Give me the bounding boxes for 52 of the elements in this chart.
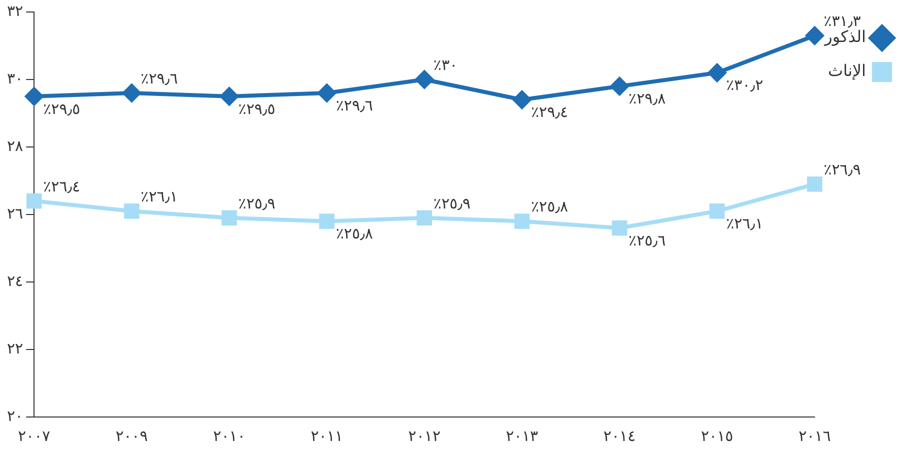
y-tick-label: ٢٨: [6, 136, 24, 155]
point: [610, 77, 629, 96]
x-tick-label: ٢٠٠٧: [18, 426, 50, 445]
x-tick-label: ٢٠٠٩: [116, 426, 148, 445]
data-label: ٪٢٩٫٦: [336, 96, 373, 114]
point: [318, 84, 336, 102]
data-label: ٪٢٦٫٤: [43, 177, 80, 196]
point: [709, 203, 725, 219]
x-tick-label: ٢٠١٤: [603, 426, 636, 445]
data-label: ٪٢٩٫٨: [628, 90, 666, 108]
data-label: ٪٢٩٫٦: [140, 69, 178, 88]
data-label: ٪٣٠٫٢: [726, 76, 764, 94]
data-label: ٪٢٥٫٩: [238, 194, 276, 212]
data-label: ٪٢٥٫٩: [433, 194, 470, 212]
x-tick-label: ٢٠١٠: [213, 426, 246, 445]
x-tick-label: ٢٠١١: [310, 426, 343, 445]
y-tick-label: ٢٠: [6, 406, 24, 425]
point: [807, 176, 822, 192]
y-tick-label: ٢٦: [6, 204, 24, 222]
point: [612, 220, 628, 236]
x-tick-label: ٢٠١٣: [506, 426, 538, 445]
data-label: ٪٢٦٫٩: [824, 160, 861, 179]
point: [25, 87, 44, 106]
point: [222, 210, 237, 226]
point: [514, 214, 530, 229]
data-label: ٪٢٥٫٨: [336, 224, 373, 243]
y-tick-label: ٢٢: [6, 339, 24, 358]
y-tick-label: ٢٤: [6, 272, 24, 290]
y-tick-label: ٣٢: [6, 2, 24, 20]
point: [806, 26, 824, 45]
point: [416, 210, 432, 226]
point: [512, 90, 531, 109]
y-tick-label: ٣٠: [6, 69, 24, 88]
x-tick-label: ٢٠١٢: [408, 426, 441, 445]
x-tick-label: ٢٠١٦: [798, 426, 831, 445]
legend-label: الإناث: [828, 61, 866, 80]
data-label: ٪٢٦٫١: [726, 214, 764, 233]
point: [220, 87, 238, 106]
point: [415, 70, 434, 88]
point: [708, 64, 726, 82]
x-tick-label: ٢٠١٥: [700, 426, 734, 445]
data-label: ٪٢٩٫٥: [238, 100, 276, 118]
point: [124, 203, 140, 219]
data-label: ٪٢٥٫٨: [530, 198, 568, 216]
data-label: ٪٢٦٫١: [140, 188, 178, 206]
point: [319, 214, 334, 229]
point: [122, 84, 141, 102]
data-label: ٪٣٠: [433, 56, 458, 74]
data-label: ٪٢٥٫٦: [628, 231, 666, 250]
data-label: ٪٢٩٫٤: [530, 103, 568, 122]
data-label: ٪٢٩٫٥: [43, 100, 80, 118]
point: [26, 193, 42, 209]
